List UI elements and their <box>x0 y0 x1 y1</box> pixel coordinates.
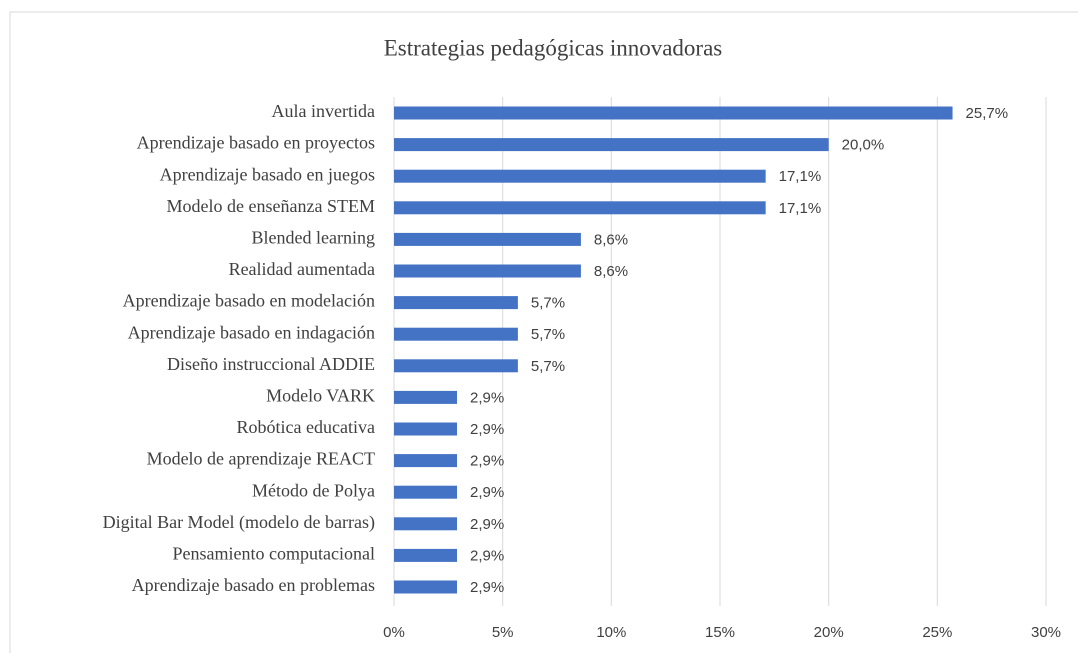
y-tick-label: Aula invertida <box>272 101 375 121</box>
y-tick-label: Método de Polya <box>252 480 375 500</box>
value-label: 5,7% <box>531 358 565 375</box>
bar <box>394 264 581 278</box>
value-label: 20,0% <box>842 137 885 154</box>
x-tick-label: 20% <box>814 624 844 641</box>
x-tick-label: 30% <box>1031 624 1061 641</box>
bar <box>394 390 458 404</box>
value-label: 17,1% <box>779 200 822 217</box>
bar <box>394 422 458 436</box>
value-label: 8,6% <box>594 231 628 248</box>
y-tick-label: Aprendizaje basado en indagación <box>128 322 375 342</box>
bar <box>394 201 766 215</box>
value-label: 2,9% <box>470 453 504 470</box>
y-tick-label: Aprendizaje basado en proyectos <box>137 133 375 153</box>
value-label: 5,7% <box>531 326 565 343</box>
value-label: 2,9% <box>470 421 504 438</box>
bar <box>394 485 458 499</box>
value-label: 17,1% <box>779 168 822 185</box>
x-tick-label: 15% <box>705 624 735 641</box>
bar <box>394 296 518 310</box>
x-tick-label: 5% <box>492 624 514 641</box>
y-tick-label: Diseño instruccional ADDIE <box>167 354 375 374</box>
value-label: 2,9% <box>470 484 504 501</box>
bar <box>394 517 458 531</box>
bar <box>394 138 829 152</box>
bar <box>394 454 458 468</box>
y-tick-label: Digital Bar Model (modelo de barras) <box>103 512 375 533</box>
value-label: 8,6% <box>594 263 628 280</box>
y-tick-label: Aprendizaje basado en juegos <box>160 164 375 184</box>
x-tick-label: 25% <box>922 624 952 641</box>
y-tick-label: Modelo de enseñanza STEM <box>167 196 375 216</box>
value-label: 2,9% <box>470 516 504 533</box>
chart-title: Estrategias pedagógicas innovadoras <box>384 35 723 60</box>
y-tick-label: Modelo VARK <box>266 386 375 406</box>
x-tick-label: 10% <box>596 624 626 641</box>
value-label: 2,9% <box>470 389 504 406</box>
y-tick-label: Pensamiento computacional <box>173 544 375 564</box>
bar <box>394 580 458 594</box>
bar <box>394 169 766 183</box>
y-tick-label: Aprendizaje basado en modelación <box>123 291 375 311</box>
value-label: 2,9% <box>470 579 504 596</box>
bar <box>394 548 458 562</box>
bar <box>394 106 953 120</box>
value-label: 5,7% <box>531 295 565 312</box>
y-tick-label: Blended learning <box>252 228 375 248</box>
bar <box>394 327 518 341</box>
y-tick-label: Realidad aumentada <box>229 259 375 279</box>
value-label: 2,9% <box>470 547 504 564</box>
y-tick-label: Robótica educativa <box>237 417 375 437</box>
bar <box>394 232 581 246</box>
y-tick-label: Aprendizaje basado en problemas <box>132 575 375 595</box>
value-label: 25,7% <box>966 105 1009 122</box>
x-tick-label: 0% <box>383 624 405 641</box>
bar <box>394 359 518 373</box>
y-tick-label: Modelo de aprendizaje REACT <box>147 449 375 469</box>
